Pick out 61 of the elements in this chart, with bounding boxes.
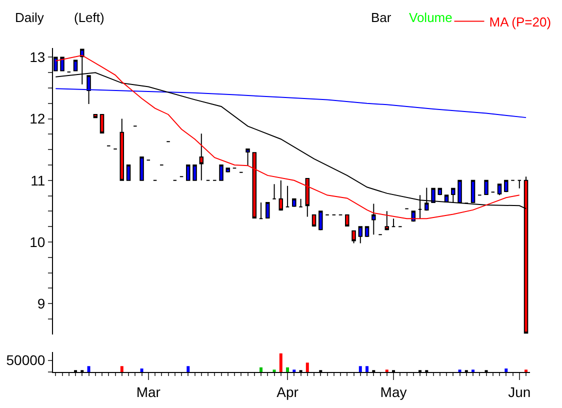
bar bbox=[260, 367, 263, 372]
bar bbox=[186, 366, 190, 372]
candlestick bbox=[372, 203, 376, 236]
candlestick bbox=[312, 214, 316, 228]
candlestick bbox=[100, 114, 104, 134]
candlestick bbox=[272, 184, 276, 200]
bar bbox=[279, 353, 282, 372]
candlestick bbox=[258, 202, 264, 220]
candlestick bbox=[358, 226, 363, 244]
candlestick bbox=[60, 56, 64, 72]
x-tick-label: Mar bbox=[136, 384, 161, 400]
x-tick-label: Jun bbox=[508, 384, 531, 400]
bar bbox=[140, 368, 144, 372]
candlestick bbox=[517, 180, 522, 189]
candlestick bbox=[298, 198, 303, 208]
candlestick bbox=[120, 118, 124, 181]
candlestick bbox=[219, 164, 224, 181]
candlestick bbox=[140, 156, 144, 181]
y-tick-label: 50000 bbox=[6, 352, 46, 368]
bar bbox=[120, 366, 124, 372]
candlestick bbox=[438, 188, 442, 196]
candlestick bbox=[458, 180, 462, 204]
y-tick-label: 9 bbox=[37, 295, 46, 312]
bar bbox=[504, 368, 508, 372]
x-tick-label: May bbox=[380, 384, 407, 400]
candlestick bbox=[431, 188, 436, 204]
candlestick bbox=[199, 133, 204, 181]
candlestick bbox=[318, 210, 323, 231]
candlestick bbox=[364, 226, 370, 238]
candlestick bbox=[73, 60, 78, 72]
candlestick bbox=[285, 185, 290, 208]
candlestick bbox=[246, 148, 250, 166]
bar bbox=[286, 367, 290, 372]
bar bbox=[306, 362, 309, 372]
y-tick-label: 10 bbox=[30, 234, 46, 250]
candlestick bbox=[497, 184, 502, 196]
candlestick bbox=[186, 164, 190, 181]
bar bbox=[87, 366, 90, 372]
legend-label: MA (P=20) bbox=[489, 14, 552, 30]
text: Bar bbox=[371, 10, 392, 25]
candlestick bbox=[126, 164, 131, 181]
y-tick-label: 11 bbox=[30, 172, 46, 188]
candlestick bbox=[470, 180, 476, 204]
candlestick bbox=[345, 214, 350, 226]
text: (Left) bbox=[74, 10, 104, 25]
candlestick bbox=[352, 230, 356, 244]
x-tick-label: Apr bbox=[276, 384, 299, 400]
candlestick bbox=[266, 202, 270, 218]
y-tick-label: 12 bbox=[30, 110, 46, 127]
candlestick bbox=[278, 180, 284, 212]
candlestick bbox=[292, 198, 296, 208]
candlestick bbox=[451, 188, 456, 204]
candlestick bbox=[391, 218, 396, 228]
y-tick-label: 13 bbox=[30, 49, 46, 66]
bar bbox=[358, 366, 362, 372]
candlestick bbox=[192, 164, 197, 181]
candlestick bbox=[484, 180, 488, 196]
candlestick bbox=[504, 180, 508, 193]
chart-title: Daily bbox=[15, 10, 44, 25]
bar bbox=[366, 366, 369, 372]
text: Volume bbox=[409, 10, 452, 25]
